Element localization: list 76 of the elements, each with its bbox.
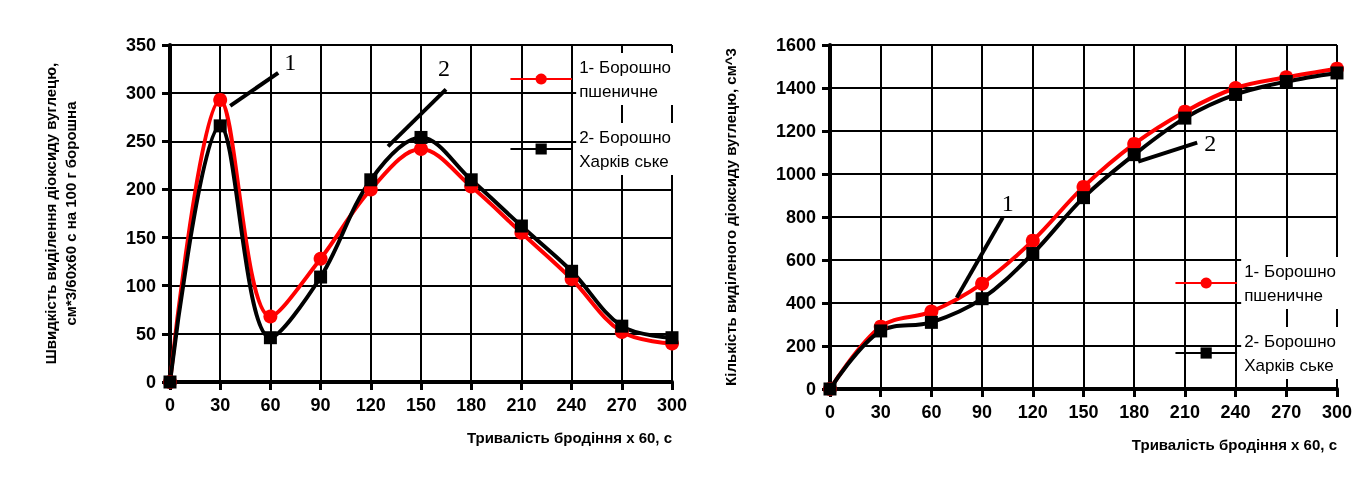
point: [263, 331, 277, 345]
point: [1127, 148, 1141, 162]
point: [924, 315, 938, 329]
y-tick-label: 1400: [775, 78, 816, 98]
x-axis-title: Тривалість бродіння х 60, с: [466, 429, 672, 446]
point: [213, 92, 228, 107]
x-axis-title: Тривалість бродіння х 60, с: [1131, 436, 1337, 453]
point: [1025, 233, 1040, 248]
x-tick-label: 60: [921, 402, 942, 422]
annotation: 1: [284, 48, 297, 75]
x-tick-label: 210: [1169, 402, 1200, 422]
point: [213, 119, 227, 133]
legend-label: 2- Борошно Харків ське: [1244, 331, 1336, 375]
x-tick-label: 30: [210, 395, 231, 415]
y-tick-label: 0: [805, 379, 816, 399]
y-axis-title: Кількість виділеного діоксиду вуглецю, см^3: [721, 48, 739, 386]
y-tick-label: 100: [125, 275, 156, 296]
point: [975, 276, 990, 291]
point: [874, 324, 888, 338]
y-tick-label: 1600: [775, 35, 816, 55]
y-tick-label: 50: [135, 323, 156, 344]
y-tick-label: 800: [785, 207, 816, 227]
x-tick-label: 90: [310, 395, 331, 415]
y-tick-label: 250: [125, 131, 156, 152]
y-tick-label: 300: [125, 83, 156, 104]
x-tick-label: 0: [164, 395, 176, 415]
x-tick-label: 0: [824, 402, 836, 422]
y-tick-label: 200: [125, 179, 156, 200]
point: [1076, 191, 1090, 205]
y-tick-label: 350: [125, 35, 156, 55]
point: [464, 173, 478, 187]
point: [364, 173, 378, 187]
y-tick-label: 600: [785, 250, 816, 270]
y-tick-label: 150: [125, 227, 156, 248]
point: [975, 292, 989, 306]
point: [1026, 247, 1040, 261]
point: [1330, 66, 1344, 80]
y-axis-title: Швидкість виділення діоксиду вуглецю, см*3/60х60 с на 100 г борошна: [41, 62, 79, 365]
point: [615, 319, 629, 333]
point: [1229, 87, 1243, 101]
x-tick-label: 60: [260, 395, 281, 415]
x-tick-label: 30: [870, 402, 891, 422]
point: [1279, 75, 1293, 89]
x-tick-label: 180: [1119, 402, 1150, 422]
x-tick-label: 270: [606, 395, 637, 415]
x-tick-label: 300: [656, 395, 688, 415]
point: [313, 251, 328, 266]
annotation: 1: [1001, 189, 1014, 216]
x-tick-label: 240: [1220, 402, 1251, 422]
point: [1178, 111, 1192, 125]
y-tick-label: 200: [785, 336, 816, 356]
x-tick-label: 180: [456, 395, 487, 415]
annotation: 2: [438, 55, 450, 82]
x-tick-label: 300: [1321, 402, 1353, 422]
point: [263, 309, 278, 324]
point: [665, 331, 679, 345]
legend-label: 1- Борошно пшеничне: [579, 57, 671, 101]
legend-label: 2- Борошно Харків ське: [579, 127, 671, 171]
point: [514, 219, 528, 233]
x-tick-label: 150: [405, 395, 437, 415]
x-tick-label: 120: [1017, 402, 1048, 422]
x-tick-label: 120: [355, 395, 386, 415]
point: [314, 270, 328, 284]
point: [414, 130, 428, 144]
y-tick-label: 0: [145, 372, 156, 392]
x-tick-label: 270: [1271, 402, 1302, 422]
y-tick-label: 400: [785, 293, 816, 313]
x-tick-label: 210: [506, 395, 537, 415]
x-tick-label: 240: [556, 395, 587, 415]
x-tick-label: 150: [1068, 402, 1099, 422]
x-tick-label: 90: [972, 402, 993, 422]
legend-label: 1- Борошно пшеничне: [1244, 261, 1336, 305]
y-tick-label: 1000: [775, 164, 816, 184]
y-tick-label: 1200: [775, 121, 816, 141]
point: [565, 264, 579, 278]
annotation: 2: [1204, 129, 1217, 156]
